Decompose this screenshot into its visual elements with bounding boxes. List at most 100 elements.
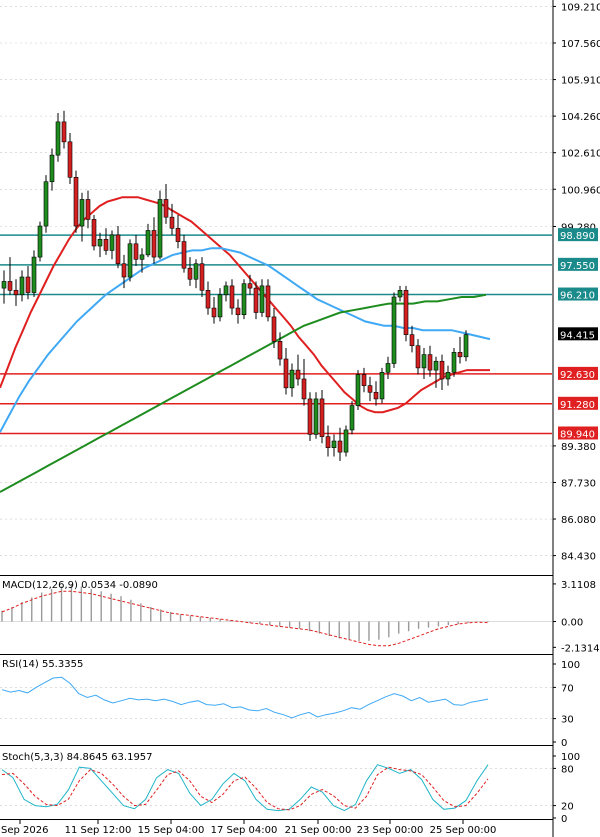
rsi-label: RSI(14) 55.3355 [2,659,83,670]
time-tick-label: 23 Sep 00:00 [357,825,424,836]
bull-candle [355,374,361,406]
rsi-tick-label: 100 [561,660,580,671]
bear-candle [169,216,175,229]
bear-candle [439,360,445,380]
stoch-tick-label: 100 [561,752,580,763]
bear-candle [247,283,253,289]
price-tick-label: 89.380 [561,442,596,453]
bull-candle [385,363,391,373]
bear-candle [457,352,463,358]
bear-candle [151,230,157,258]
bear-candle [67,141,73,178]
bear-candle [415,345,421,369]
bear-candle [25,276,31,293]
bull-candle [145,230,151,256]
price-axis: 109.210 107.560 105.910 104.260 102.610 100.9… [553,2,600,563]
level-tag [558,366,598,380]
level-tag-label: 96.210 [560,291,595,302]
bear-candle [229,285,235,309]
bear-candle [427,354,433,371]
time-axis: 9 Sep 2026 11 Sep 12:00 15 Sep 04:00 17 Sep… [0,820,496,836]
bull-candle [217,294,223,318]
bear-candle [337,440,343,453]
bull-candle [397,290,403,298]
bull-candle [49,154,55,183]
price-tick-label: 100.960 [561,185,600,196]
rsi-panel: 100 70 30 0 [0,660,580,749]
level-tag-label: 98.890 [560,231,595,242]
level-tag [558,396,598,410]
bear-candle [115,234,121,265]
bear-candle [121,263,127,278]
bear-candle [253,287,259,313]
bear-candle [187,267,193,280]
level-tag [558,426,598,440]
bear-candle [7,281,13,291]
bear-candle [325,436,331,448]
bear-candle [181,241,187,269]
rsi-tick-label: 0 [561,738,567,749]
bear-candle [235,307,241,316]
bear-candle [91,219,97,247]
bear-candle [61,121,67,143]
bear-candle [301,378,307,400]
stoch-label: Stoch(5,3,3) 84.8645 63.1957 [2,752,153,763]
macd-tick-label: 3.1108 [561,580,596,591]
bull-candle [223,285,229,296]
bear-candle [271,316,277,342]
bear-candle [133,243,139,260]
level-tag-label: 97.550 [560,261,595,272]
bull-candle [37,225,43,258]
bull-candle [259,285,265,313]
bear-candle [367,385,373,393]
stoch-tick-label: 20 [561,802,574,813]
bear-candle [283,358,289,389]
stoch-d-line [1,766,489,811]
bull-candle [391,296,397,364]
bull-candle [193,263,199,280]
bull-candle [31,256,37,293]
level-tag [558,257,598,271]
price-tick-label: 104.260 [561,112,600,123]
bull-candle [463,334,469,358]
price-tick-label: 102.610 [561,149,600,160]
bear-candle [307,398,313,435]
price-tick-label: 87.730 [561,478,596,489]
rsi-tick-label: 70 [561,683,574,694]
bull-candle [43,181,49,227]
bull-candle [55,121,61,156]
stoch-k-line [1,764,489,812]
bull-candle [421,354,427,369]
bear-candle [373,391,379,400]
time-tick-label: 21 Sep 00:00 [285,825,352,836]
bull-candle [451,352,457,373]
bear-candle [277,340,283,360]
bear-candle [85,199,91,220]
bull-candle [1,281,7,289]
bull-candle [445,372,451,380]
time-tick-label: 15 Sep 04:00 [138,825,205,836]
bull-candle [139,254,145,260]
macd-label: MACD(12,26,9) 0.0534 -0.0890 [2,580,158,591]
bull-candle [313,398,319,435]
bull-candle [19,276,25,296]
level-tag-label: 92.630 [560,370,595,381]
bear-candle [199,263,205,291]
time-tick-label: 17 Sep 04:00 [211,825,278,836]
level-tag [558,287,598,301]
bull-candle [241,283,247,316]
macd-tick-label: -2.1314 [561,643,600,654]
time-tick-label: 9 Sep 2026 [0,825,49,836]
price-tick-label: 105.910 [561,76,600,87]
bull-candle [127,243,133,278]
current-price-tag [558,327,598,341]
bull-candle [433,360,439,371]
price-panel [0,0,553,574]
current-price-label: 94.415 [560,330,595,341]
rsi-line [1,676,489,719]
bear-candle [361,374,367,386]
bear-candle [73,176,79,227]
rsi-tick-label: 30 [561,715,574,726]
